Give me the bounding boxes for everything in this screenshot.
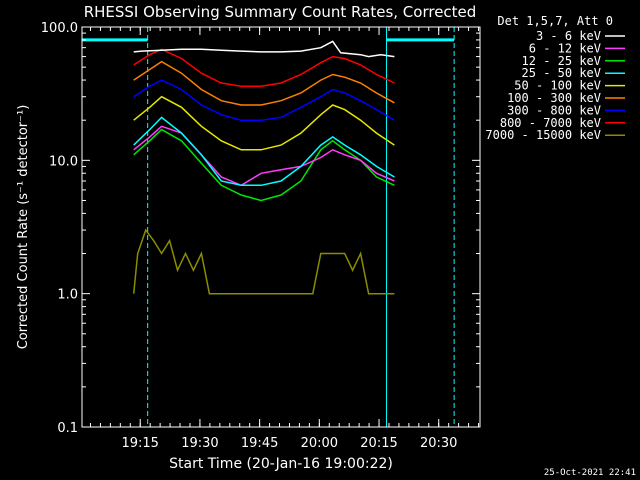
legend-label: 50 - 100 keV [514,79,601,93]
legend-label: 6 - 12 keV [529,41,601,55]
legend-label: 7000 - 15000 keV [485,128,601,142]
legend-label: 25 - 50 keV [522,66,601,80]
y-tick-label: 10.0 [49,154,78,169]
x-tick-label: 19:15 [121,436,158,451]
y-tick-label: 0.1 [57,421,78,436]
y-axis-label: Corrected Count Rate (s⁻¹ detector⁻¹) [16,105,31,350]
series-line [133,128,395,202]
legend-label: 3 - 6 keV [536,29,601,43]
legend-label: 100 - 300 keV [507,91,601,105]
series-line [133,60,395,106]
y-tick-label: 1.0 [57,288,78,303]
y-axis: 0.1 1.0 10.0 100.0 [41,21,480,436]
legend-header: Det 1,5,7, Att 0 [497,14,613,28]
plot-area [81,27,455,427]
series-line [133,79,395,121]
x-tick-label: 20:00 [301,436,338,451]
series-line [133,125,395,187]
legend-label: 300 - 800 keV [507,103,601,117]
chart-title: RHESSI Observing Summary Count Rates, Co… [84,3,477,21]
x-tick-label: 20:15 [360,436,397,451]
x-tick-label: 19:30 [181,436,218,451]
series-line [133,95,395,151]
series-line [132,228,395,295]
x-tick-label: 19:45 [241,436,278,451]
series-line [133,116,395,187]
legend-label: 12 - 25 keV [522,54,601,68]
footer-timestamp: 25-Oct-2021 22:41 [544,468,636,478]
y-tick-label: 100.0 [41,21,78,36]
legend-label: 800 - 7000 keV [500,116,601,130]
x-tick-label: 20:30 [420,436,457,451]
x-axis-label: Start Time (20-Jan-16 19:00:22) [169,456,393,472]
x-axis: 19:15 19:30 19:45 20:00 20:15 20:30 [89,27,480,451]
series-line [133,48,395,87]
series-line [133,40,395,58]
plot-frame [81,26,481,428]
